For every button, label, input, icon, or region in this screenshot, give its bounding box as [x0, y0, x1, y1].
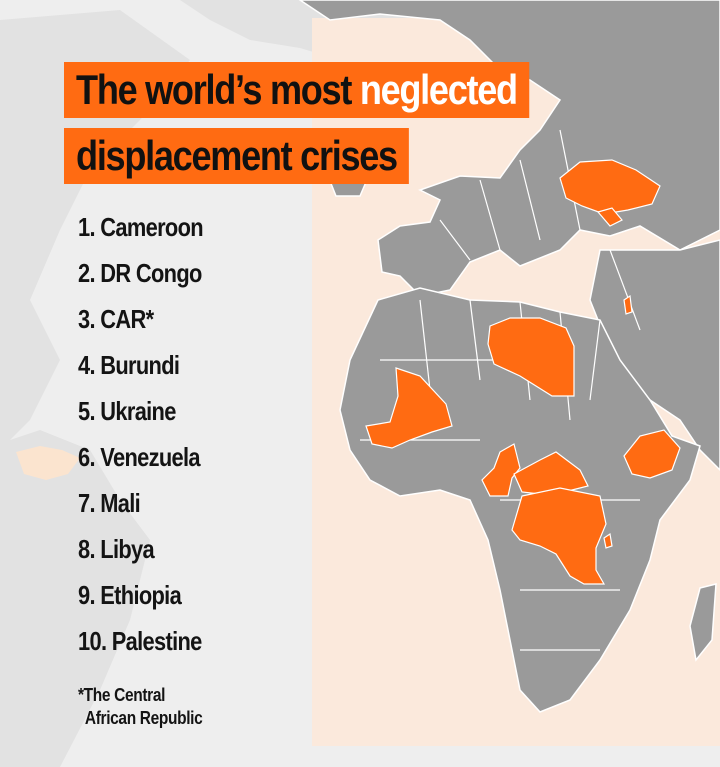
list-item: 3. CAR*: [78, 304, 203, 350]
crimea-shape: [596, 207, 623, 227]
middle-east-landmass: [589, 239, 720, 472]
venezuela-region: [16, 446, 80, 480]
title-highlight: neglected: [359, 66, 518, 113]
country-name: CAR*: [100, 304, 154, 334]
list-item: 6. Venezuela: [78, 442, 203, 488]
country-name: Venezuela: [100, 442, 200, 472]
ethiopia-shape: [623, 429, 681, 479]
country-name: Palestine: [111, 626, 203, 656]
country-name: Mali: [100, 488, 141, 518]
ukraine-shape: [559, 159, 661, 215]
libya-shape: [487, 317, 575, 397]
country-name: Libya: [100, 534, 154, 564]
rank-number: 7.: [78, 488, 96, 518]
country-name: Burundi: [100, 350, 180, 380]
country-name: Ethiopia: [100, 580, 182, 610]
country-name: Ukraine: [100, 396, 176, 426]
rank-number: 5.: [78, 396, 96, 426]
palestine-shape: [623, 294, 633, 315]
footnote: *The Central African Republic: [78, 684, 203, 730]
title-line-1: The world’s most neglected: [64, 62, 529, 118]
rank-number: 6.: [78, 442, 96, 472]
country-name: DR Congo: [100, 258, 202, 288]
ranking-list: 1. Cameroon 2. DR Congo 3. CAR* 4. Burun…: [78, 212, 227, 672]
car-shape: [513, 451, 589, 495]
footnote-line-1: *The Central: [78, 685, 166, 705]
americas-landmass: [0, 10, 190, 767]
rank-number: 3.: [78, 304, 96, 334]
list-item: 8. Libya: [78, 534, 203, 580]
list-item: 10. Palestine: [78, 626, 203, 672]
list-item: 4. Burundi: [78, 350, 203, 396]
madagascar: [689, 583, 717, 662]
burundi-shape: [603, 532, 613, 549]
mali-shape: [365, 367, 453, 449]
list-item: 2. DR Congo: [78, 258, 203, 304]
rank-number: 2.: [78, 258, 96, 288]
rank-number: 4.: [78, 350, 96, 380]
cameroon-shape: [481, 443, 521, 497]
country-name: Cameroon: [100, 212, 203, 242]
title-line-2: displacement crises: [64, 128, 409, 184]
rank-number: 8.: [78, 534, 96, 564]
rank-number: 9.: [78, 580, 96, 610]
drcongo-shape: [511, 487, 607, 585]
list-item: 5. Ukraine: [78, 396, 203, 442]
title-prefix: The world’s most: [76, 66, 360, 113]
list-item: 1. Cameroon: [78, 212, 204, 258]
rank-number: 1.: [78, 212, 96, 242]
rank-number: 10.: [78, 626, 107, 656]
list-item: 9. Ethiopia: [78, 580, 203, 626]
footnote-line-2: African Republic: [84, 708, 203, 728]
list-item: 7. Mali: [78, 488, 203, 534]
